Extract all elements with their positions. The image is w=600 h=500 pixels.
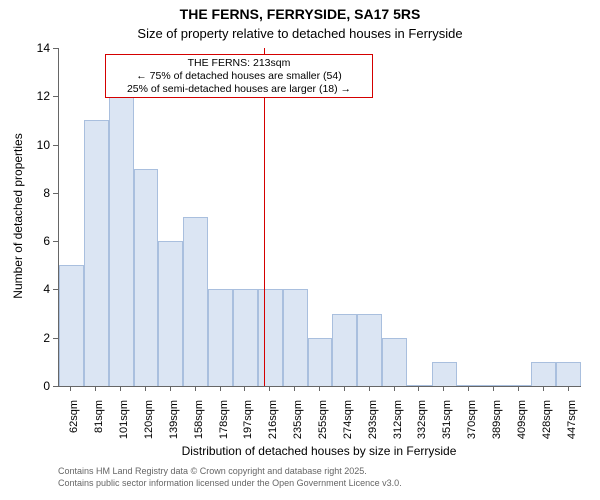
y-tick-mark — [53, 289, 58, 290]
x-tick-mark — [244, 386, 245, 391]
y-tick-label: 0 — [26, 379, 50, 393]
x-tick-mark — [170, 386, 171, 391]
x-tick-mark — [319, 386, 320, 391]
x-tick-mark — [443, 386, 444, 391]
histogram-bar — [208, 289, 233, 386]
y-tick-mark — [53, 145, 58, 146]
attribution-line2: Contains public sector information licen… — [58, 478, 402, 490]
x-tick-mark — [493, 386, 494, 391]
x-tick-mark — [468, 386, 469, 391]
y-tick-mark — [53, 386, 58, 387]
y-tick-label: 6 — [26, 234, 50, 248]
histogram-bar — [258, 289, 283, 386]
annotation-line2: ← 75% of detached houses are smaller (54… — [110, 70, 368, 83]
chart-container: THE FERNS, FERRYSIDE, SA17 5RS Size of p… — [0, 0, 600, 500]
attribution-line1: Contains HM Land Registry data © Crown c… — [58, 466, 402, 478]
histogram-bar — [407, 385, 432, 386]
histogram-bar — [283, 289, 308, 386]
annotation-line3: 25% of semi-detached houses are larger (… — [110, 83, 368, 96]
y-tick-mark — [53, 96, 58, 97]
x-tick-mark — [145, 386, 146, 391]
x-tick-mark — [518, 386, 519, 391]
x-tick-mark — [294, 386, 295, 391]
x-tick-mark — [95, 386, 96, 391]
histogram-bar — [531, 362, 556, 386]
histogram-bar — [233, 289, 258, 386]
plot-area: THE FERNS: 213sqm← 75% of detached house… — [58, 48, 581, 387]
x-tick-mark — [70, 386, 71, 391]
y-tick-label: 12 — [26, 89, 50, 103]
histogram-bar — [308, 338, 333, 386]
y-tick-mark — [53, 193, 58, 194]
x-tick-mark — [195, 386, 196, 391]
histogram-bar — [332, 314, 357, 386]
property-marker-line — [264, 48, 265, 386]
annotation-box: THE FERNS: 213sqm← 75% of detached house… — [105, 54, 373, 98]
histogram-bar — [382, 338, 407, 386]
histogram-bar — [84, 120, 109, 386]
annotation-line1: THE FERNS: 213sqm — [110, 57, 368, 70]
histogram-bar — [556, 362, 581, 386]
y-tick-label: 8 — [26, 186, 50, 200]
histogram-bar — [506, 385, 531, 386]
histogram-bar — [158, 241, 183, 386]
histogram-bar — [109, 96, 134, 386]
x-tick-mark — [543, 386, 544, 391]
x-tick-mark — [369, 386, 370, 391]
histogram-bar — [357, 314, 382, 386]
x-tick-mark — [418, 386, 419, 391]
y-tick-label: 10 — [26, 138, 50, 152]
chart-title: THE FERNS, FERRYSIDE, SA17 5RS — [0, 6, 600, 22]
y-tick-mark — [53, 48, 58, 49]
histogram-bar — [183, 217, 208, 386]
y-axis-label: Number of detached properties — [11, 47, 25, 385]
histogram-bar — [59, 265, 84, 386]
x-tick-mark — [120, 386, 121, 391]
x-tick-mark — [394, 386, 395, 391]
y-tick-label: 14 — [26, 41, 50, 55]
x-tick-mark — [344, 386, 345, 391]
histogram-bar — [432, 362, 457, 386]
y-tick-label: 4 — [26, 282, 50, 296]
x-tick-mark — [220, 386, 221, 391]
attribution-text: Contains HM Land Registry data © Crown c… — [58, 466, 402, 489]
y-tick-label: 2 — [26, 331, 50, 345]
x-tick-mark — [568, 386, 569, 391]
y-tick-mark — [53, 338, 58, 339]
x-axis-label: Distribution of detached houses by size … — [58, 444, 580, 458]
y-tick-mark — [53, 241, 58, 242]
histogram-bar — [134, 169, 159, 386]
x-tick-mark — [269, 386, 270, 391]
chart-subtitle: Size of property relative to detached ho… — [0, 26, 600, 41]
